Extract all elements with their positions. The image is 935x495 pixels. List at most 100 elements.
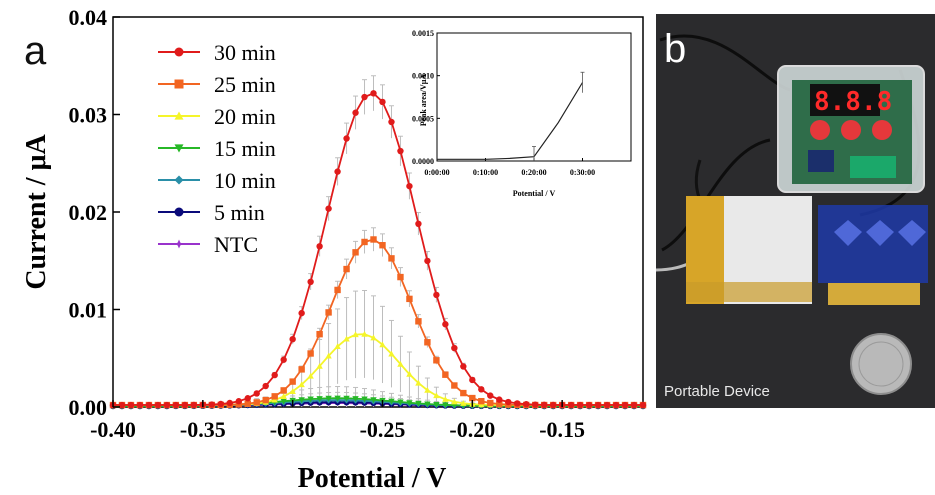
series-line-20-min bbox=[113, 333, 643, 406]
sensor-chip bbox=[818, 205, 928, 283]
data-point bbox=[174, 111, 184, 120]
data-point bbox=[174, 207, 184, 217]
y-tick-label: 0.00 bbox=[69, 395, 108, 420]
x-axis-title: Potential / V bbox=[298, 463, 447, 494]
data-point bbox=[469, 376, 476, 384]
data-point bbox=[280, 398, 287, 405]
y-ticks: 0.00 0.01 0.02 0.03 0.04 bbox=[69, 5, 120, 420]
data-point bbox=[442, 396, 449, 402]
x-tick-label: -0.15 bbox=[539, 417, 585, 442]
data-point bbox=[442, 371, 449, 378]
data-point bbox=[244, 400, 251, 407]
inset-frame bbox=[436, 32, 632, 162]
data-point bbox=[442, 402, 449, 409]
data-point bbox=[262, 382, 269, 390]
x-tick-label: -0.35 bbox=[180, 417, 226, 442]
data-point bbox=[406, 182, 413, 190]
data-point bbox=[406, 295, 413, 303]
data-point bbox=[325, 309, 332, 316]
legend-label: 15 min bbox=[214, 136, 276, 161]
coin bbox=[858, 341, 904, 387]
series-group bbox=[109, 90, 647, 410]
data-point bbox=[370, 90, 377, 97]
legend-label: 20 min bbox=[214, 104, 276, 129]
data-point bbox=[514, 400, 521, 407]
data-point bbox=[325, 205, 332, 212]
data-point bbox=[154, 401, 162, 409]
data-point bbox=[505, 398, 512, 406]
data-point bbox=[226, 399, 233, 407]
data-point bbox=[603, 401, 611, 409]
data-point bbox=[298, 309, 305, 317]
data-point bbox=[298, 397, 305, 403]
sensor-contacts bbox=[828, 283, 920, 305]
inset-x-tick-label: 0:30:00 bbox=[570, 168, 595, 177]
data-point bbox=[469, 394, 476, 402]
data-point bbox=[612, 401, 620, 409]
data-point bbox=[388, 350, 395, 357]
data-point bbox=[639, 401, 647, 409]
data-point bbox=[451, 344, 458, 352]
data-point bbox=[271, 371, 278, 379]
data-point bbox=[415, 318, 422, 325]
data-point bbox=[424, 339, 431, 346]
data-point bbox=[174, 175, 184, 185]
data-point bbox=[334, 286, 341, 294]
data-point bbox=[118, 401, 126, 409]
data-point bbox=[325, 395, 332, 402]
data-point bbox=[478, 397, 485, 405]
data-point bbox=[262, 396, 269, 404]
data-point bbox=[208, 401, 216, 408]
data-point bbox=[424, 257, 431, 265]
data-point bbox=[594, 401, 602, 409]
data-point bbox=[433, 392, 440, 399]
legend-label: 30 min bbox=[214, 40, 276, 65]
data-point bbox=[361, 93, 368, 101]
inset-series-line bbox=[437, 82, 584, 160]
data-point bbox=[370, 334, 377, 341]
data-point bbox=[433, 291, 440, 299]
data-point bbox=[325, 352, 332, 359]
terminal-block bbox=[850, 156, 896, 178]
y-tick-label: 0.04 bbox=[69, 5, 108, 30]
data-point bbox=[343, 395, 350, 402]
data-point bbox=[343, 135, 350, 142]
data-point bbox=[379, 98, 386, 106]
inset-y-tick-label: 0.0010 bbox=[412, 72, 434, 81]
data-point bbox=[397, 399, 404, 406]
data-point bbox=[496, 400, 503, 408]
data-point bbox=[316, 330, 323, 338]
data-point bbox=[576, 401, 584, 409]
inset-plot: 0:00:00 0:10:00 0:20:00 0:30:00 0.00000.000… bbox=[412, 29, 632, 198]
inset-y-axis-title: Peak area/VμA bbox=[419, 74, 428, 126]
button-icon bbox=[872, 120, 892, 140]
x-tick-label: -0.30 bbox=[270, 417, 316, 442]
data-point bbox=[289, 335, 296, 343]
data-point bbox=[289, 378, 296, 385]
data-point bbox=[334, 168, 341, 175]
legend-label: 25 min bbox=[214, 72, 276, 97]
data-point bbox=[397, 360, 404, 367]
inset-series bbox=[437, 71, 585, 161]
data-point bbox=[343, 265, 350, 273]
data-point bbox=[136, 401, 144, 409]
data-point bbox=[442, 321, 449, 328]
data-point bbox=[388, 255, 395, 262]
data-point bbox=[271, 396, 278, 403]
data-point bbox=[460, 363, 467, 370]
data-point bbox=[415, 400, 422, 407]
data-point bbox=[433, 357, 440, 364]
data-point bbox=[352, 331, 359, 338]
data-point bbox=[379, 242, 386, 249]
inset-y-ticks: 0.0000 0.0005 0.0010 0.0015 bbox=[412, 29, 440, 166]
data-point bbox=[172, 401, 180, 409]
data-point bbox=[316, 243, 323, 250]
legend-label: 5 min bbox=[214, 200, 265, 225]
legend: 30 min 25 min 20 min 15 min 10 min 5 min NTC bbox=[158, 40, 276, 257]
data-point bbox=[190, 401, 198, 409]
sensor-electrode bbox=[834, 220, 862, 246]
data-point bbox=[307, 278, 314, 286]
y-tick-label: 0.02 bbox=[69, 200, 108, 225]
data-point bbox=[540, 401, 548, 409]
button-icon bbox=[841, 120, 861, 140]
